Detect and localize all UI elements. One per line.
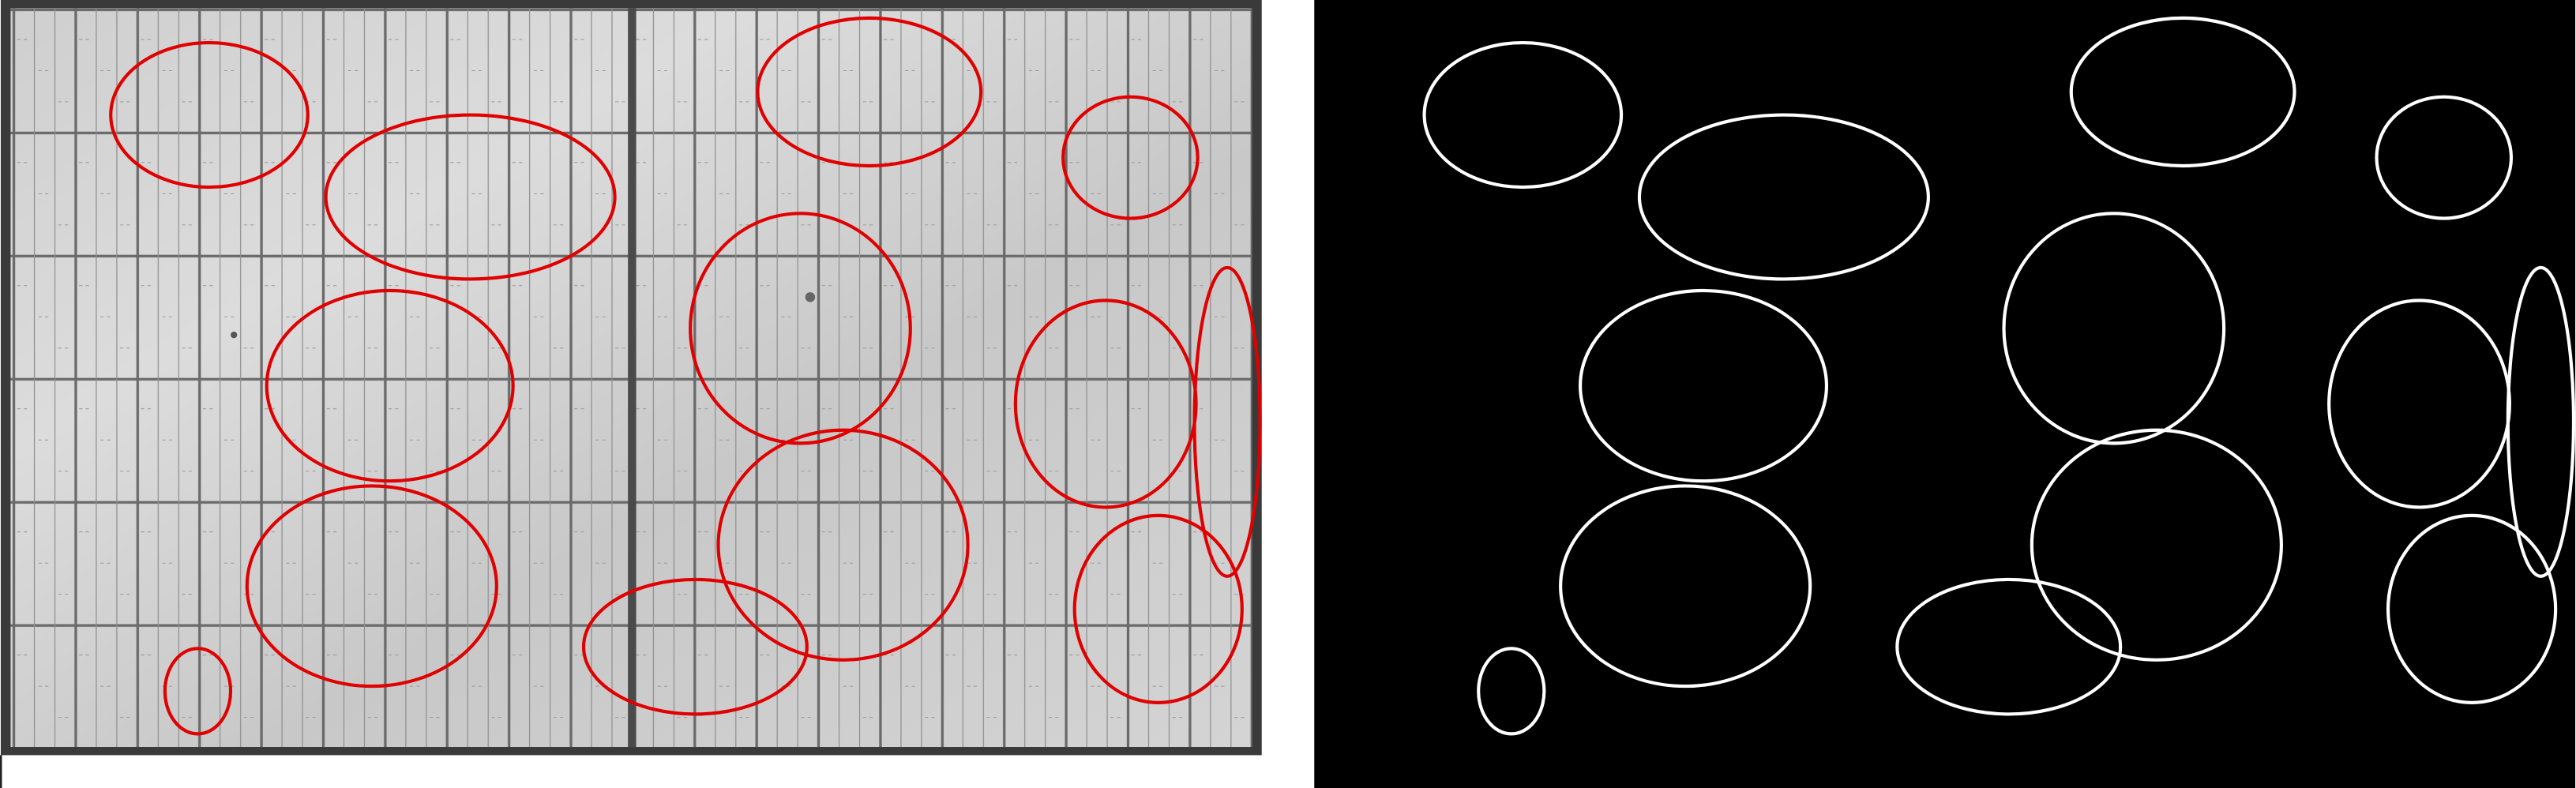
panel-divider: [628, 8, 636, 748]
mask-background: [1314, 0, 2576, 788]
panel-image: [0, 0, 1262, 788]
defect-spot: [805, 292, 816, 302]
defect-spot: [231, 331, 238, 339]
